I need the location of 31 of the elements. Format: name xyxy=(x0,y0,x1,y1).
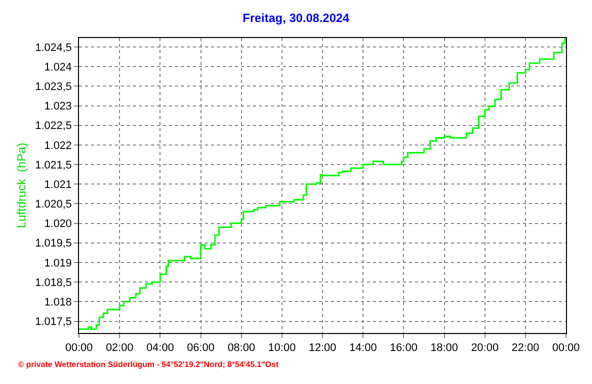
y-tick-label: 1.024 xyxy=(44,61,72,74)
y-tick-label: 1.020,5 xyxy=(35,198,72,211)
text: © private Wetterstation Süderlügum - 54°52'19.2"Nord; 8°54'45.1"Ost xyxy=(18,360,279,369)
x-tick-label: 08:00 xyxy=(228,342,256,354)
x-tick-label: 02:00 xyxy=(106,342,134,354)
y-axis-title: Luftdruck (hPa) xyxy=(14,142,28,228)
x-tick-label: 12:00 xyxy=(308,342,336,354)
y-tick-label: 1.019,5 xyxy=(35,238,72,250)
y-tick-label: 1.023 xyxy=(44,100,72,113)
y-tick-label: 1.018,5 xyxy=(35,276,72,289)
x-tick-label: 06:00 xyxy=(186,342,215,354)
y-tick-label: 1.017,5 xyxy=(35,316,72,328)
y-tick-label: 1.021,5 xyxy=(35,159,72,172)
x-tick-label: 18:00 xyxy=(430,342,458,354)
x-tick-label: 22:00 xyxy=(512,342,540,354)
chart-title: Freitag, 30.08.2024 xyxy=(242,10,350,25)
y-tick-label: 1.021 xyxy=(44,178,72,191)
y-tick-label: 1.022 xyxy=(44,140,72,152)
x-tick-label: 04:00 xyxy=(146,342,174,354)
x-tick-label: 00:00 xyxy=(65,342,93,354)
y-tick-label: 1.018 xyxy=(44,296,72,309)
y-tick-label: 1.022,5 xyxy=(35,120,72,132)
x-tick-label: 10:00 xyxy=(268,342,296,354)
y-tick-label: 1.020 xyxy=(44,218,72,230)
y-tick-label: 1.019 xyxy=(44,257,72,270)
x-tick-label: 20:00 xyxy=(471,342,499,354)
y-tick-label: 1.024,5 xyxy=(35,42,72,54)
y-tick-label: 1.023,5 xyxy=(35,81,72,94)
x-tick-label: 00:00 xyxy=(552,342,580,354)
x-tick-label: 14:00 xyxy=(349,342,377,354)
x-tick-label: 16:00 xyxy=(390,342,418,354)
